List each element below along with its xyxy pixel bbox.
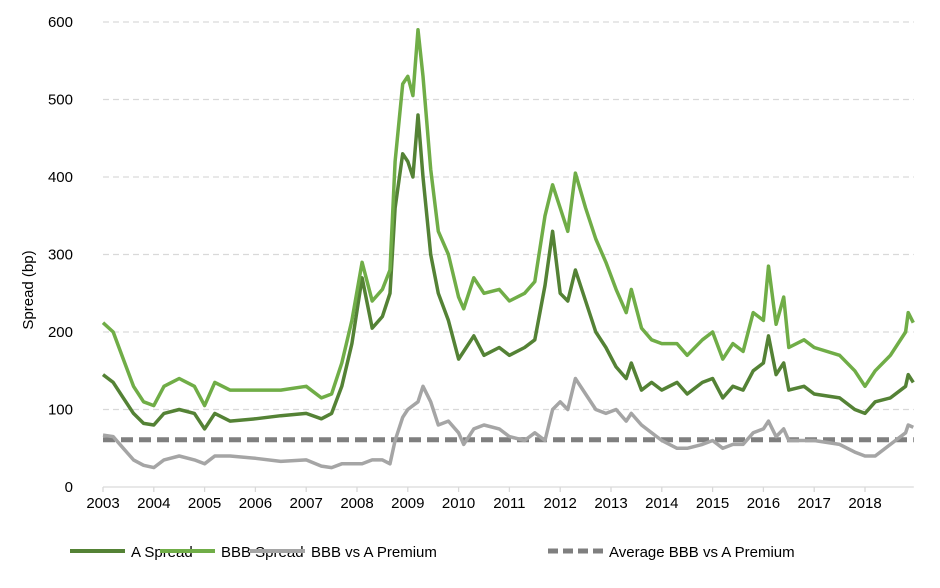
x-tick-label: 2013 (594, 495, 627, 512)
series-lines (101, 28, 915, 470)
x-tick-label: 2014 (645, 495, 678, 512)
x-tick-label: 2009 (391, 495, 424, 512)
x-tick-label: 2006 (239, 495, 272, 512)
y-tick-label: 200 (48, 324, 73, 341)
x-tick-label: 2015 (696, 495, 729, 512)
x-tick-label: 2010 (442, 495, 475, 512)
x-tick-label: 2012 (544, 495, 577, 512)
y-tick-label: 100 (48, 402, 73, 419)
x-tick-label: 2017 (798, 495, 831, 512)
x-tick-label: 2005 (188, 495, 221, 512)
gridlines (103, 21, 914, 411)
bbb-spread-line (101, 28, 915, 408)
y-tick-label: 300 (48, 247, 73, 264)
y-tick-label: 0 (65, 479, 73, 496)
legend-label: Average BBB vs A Premium (609, 544, 795, 561)
y-tick-label: 400 (48, 169, 73, 186)
x-tick-label: 2004 (137, 495, 170, 512)
y-tick-label: 500 (48, 92, 73, 109)
x-tick-label: 2003 (86, 495, 119, 512)
x-tick-label: 2018 (848, 495, 881, 512)
y-tick-label: 600 (48, 14, 73, 31)
y-axis-ticks: 0 100 200 300 400 500 600 (48, 14, 73, 496)
x-axis: 2003 2004 2005 2006 2007 2008 2009 2010 2011 2012… (86, 486, 914, 512)
x-tick-label: 2007 (290, 495, 323, 512)
a-spread-line (101, 113, 915, 431)
x-tick-label: 2011 (493, 495, 525, 512)
x-tick-label: 2008 (340, 495, 373, 512)
x-tick-label: 2016 (747, 495, 780, 512)
y-axis-title: Spread (bp) (20, 250, 37, 329)
bbb-vs-a-premium-line (102, 376, 915, 470)
legend: A SpreadBBB SpreadBBB vs A PremiumAverag… (70, 544, 795, 561)
legend-label: BBB vs A Premium (311, 544, 437, 561)
